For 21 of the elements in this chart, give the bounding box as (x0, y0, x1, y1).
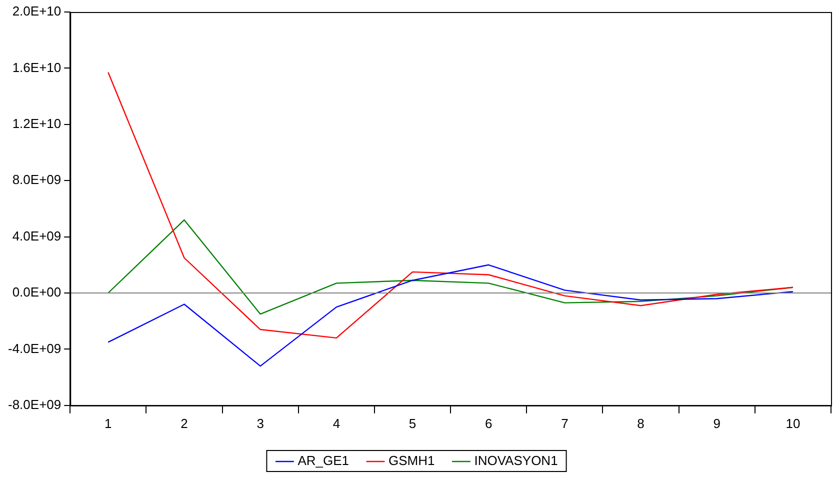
y-tick-label: -8.0E+09 (8, 396, 62, 412)
x-tick-label: 5 (408, 416, 416, 431)
x-tick-label: 9 (713, 416, 720, 431)
y-tick-label: 1.2E+10 (12, 116, 62, 131)
x-tick-label: 6 (484, 416, 492, 431)
x-tick-label: 10 (786, 416, 800, 431)
legend-label: AR_GE1 (298, 453, 350, 468)
y-tick-label: 2.0E+10 (12, 4, 62, 19)
legend-label: INOVASYON1 (474, 453, 558, 468)
y-tick-label: 8.0E+09 (12, 172, 62, 188)
x-tick-label: 7 (561, 416, 568, 431)
y-tick-label: 1.6E+10 (12, 60, 62, 75)
y-tick-label: 4.0E+09 (12, 228, 62, 244)
x-tick-label: 3 (256, 416, 264, 431)
y-tick-label: 0.0E+00 (12, 284, 62, 300)
legend-label: GSMH1 (388, 453, 435, 468)
x-tick-label: 8 (637, 416, 644, 431)
x-tick-label: 2 (180, 416, 188, 431)
x-tick-label: 4 (332, 416, 340, 431)
y-tick-label: -4.0E+09 (8, 340, 62, 356)
x-tick-label: 1 (104, 416, 112, 431)
